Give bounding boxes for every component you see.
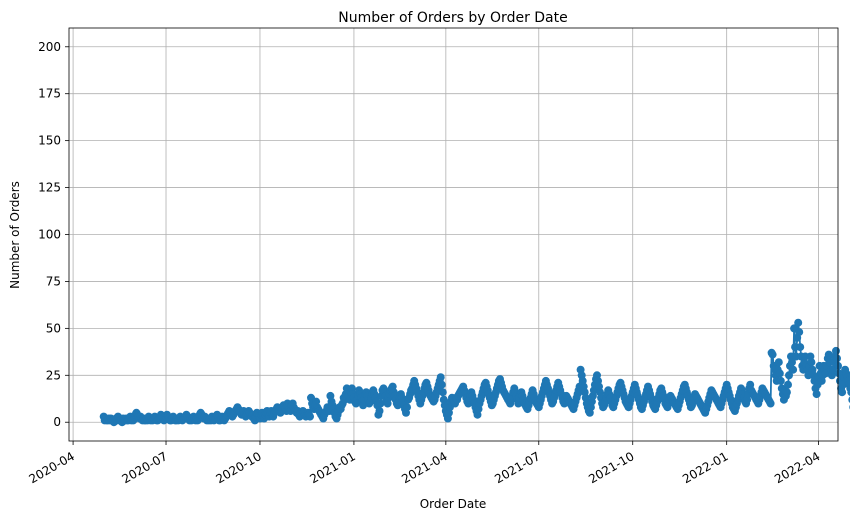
data-point [795, 328, 803, 336]
data-point [775, 358, 783, 366]
data-point [769, 351, 777, 359]
data-point [789, 366, 797, 374]
chart-title: Number of Orders by Order Date [338, 10, 567, 26]
data-point [784, 381, 792, 389]
data-point [767, 400, 775, 408]
y-axis-label: Number of Orders [8, 181, 22, 289]
data-point [833, 354, 841, 362]
x-axis-label: Order Date [420, 497, 487, 511]
data-point [777, 377, 785, 385]
y-tick-label: 0 [53, 415, 61, 429]
y-tick-label: 50 [46, 321, 61, 335]
data-point [783, 388, 791, 396]
y-tick-label: 75 [46, 274, 61, 288]
data-point [813, 390, 821, 398]
y-tick-label: 150 [38, 134, 61, 148]
data-point [437, 373, 445, 381]
y-tick-label: 25 [46, 368, 61, 382]
data-point [776, 369, 784, 377]
y-tick-label: 175 [38, 87, 61, 101]
data-point [832, 347, 840, 355]
data-point [794, 319, 802, 327]
data-point [306, 413, 314, 421]
y-tick-label: 100 [38, 228, 61, 242]
data-point [403, 403, 411, 411]
data-point [438, 381, 446, 389]
data-point [439, 388, 447, 396]
data-point [807, 358, 815, 366]
data-point [838, 388, 846, 396]
data-point [376, 407, 384, 415]
y-tick-label: 200 [38, 40, 61, 54]
y-tick-label: 125 [38, 181, 61, 195]
data-point [796, 343, 804, 351]
